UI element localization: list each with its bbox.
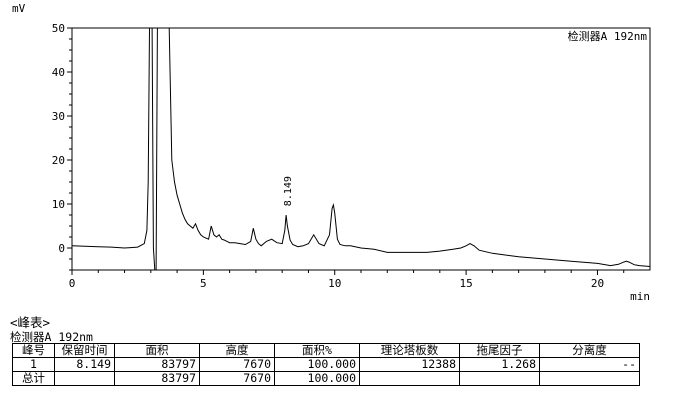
header-retention-time: 保留时间 [54, 343, 115, 358]
header-tailing-factor: 拖尾因子 [459, 343, 540, 358]
header-height: 高度 [199, 343, 275, 358]
y-tick-label: 30 [52, 110, 65, 123]
y-tick-label: 50 [52, 22, 65, 35]
header-peak-number: 峰号 [12, 343, 55, 358]
cell-theoretical-plates [359, 371, 460, 386]
plot-frame [71, 27, 651, 271]
x-tick-label: 5 [200, 277, 207, 290]
cell-resolution: -- [539, 357, 640, 372]
cell-retention-time: 8.149 [54, 357, 115, 372]
x-tick-label: 15 [459, 277, 472, 290]
x-tick-label: 20 [591, 277, 604, 290]
peak-table-subtitle: 检测器A 192nm [10, 330, 93, 344]
header-area-percent: 面积% [274, 343, 360, 358]
y-tick-label: 40 [52, 66, 65, 79]
cell-peak-number: 1 [12, 357, 55, 372]
chromatogram-chart: mV 检测器A 192nm min 0 10 20 30 40 50 0 5 10 15 20 8.… [12, 2, 651, 303]
x-axis-unit-label: min [630, 290, 650, 303]
cell-height: 7670 [199, 371, 275, 386]
x-tick-label: 10 [328, 277, 341, 290]
y-tick-label: 10 [52, 198, 65, 211]
x-tick-label: 0 [69, 277, 76, 290]
cell-height: 7670 [199, 357, 275, 372]
cell-total-label: 总计 [12, 371, 55, 386]
detector-label: 检测器A 192nm [568, 29, 648, 43]
cell-area-percent: 100.000 [274, 371, 360, 386]
peak-label: 8.149 [283, 176, 294, 206]
cell-area: 83797 [114, 371, 200, 386]
cell-area-percent: 100.000 [274, 357, 360, 372]
peak-table-header-row: 峰号 保留时间 面积 高度 面积% 理论塔板数 拖尾因子 分离度 [12, 343, 640, 358]
cell-tailing-factor [459, 371, 540, 386]
cell-tailing-factor: 1.268 [459, 357, 540, 372]
table-row: 1 8.149 83797 7670 100.000 12388 1.268 -… [12, 357, 640, 372]
cell-retention-time [54, 371, 115, 386]
cell-resolution [539, 371, 640, 386]
table-row-total: 总计 83797 7670 100.000 [12, 371, 640, 386]
header-resolution: 分离度 [539, 343, 640, 358]
y-axis-unit-label: mV [12, 2, 26, 15]
series-line [72, 28, 650, 270]
y-tick-label: 0 [58, 242, 65, 255]
cell-theoretical-plates: 12388 [359, 357, 460, 372]
header-area: 面积 [114, 343, 200, 358]
cell-area: 83797 [114, 357, 200, 372]
peak-table-title: <峰表> [10, 315, 51, 330]
y-tick-label: 20 [52, 154, 65, 167]
peak-table: 峰号 保留时间 面积 高度 面积% 理论塔板数 拖尾因子 分离度 1 8.149… [12, 343, 640, 386]
header-theoretical-plates: 理论塔板数 [359, 343, 460, 358]
